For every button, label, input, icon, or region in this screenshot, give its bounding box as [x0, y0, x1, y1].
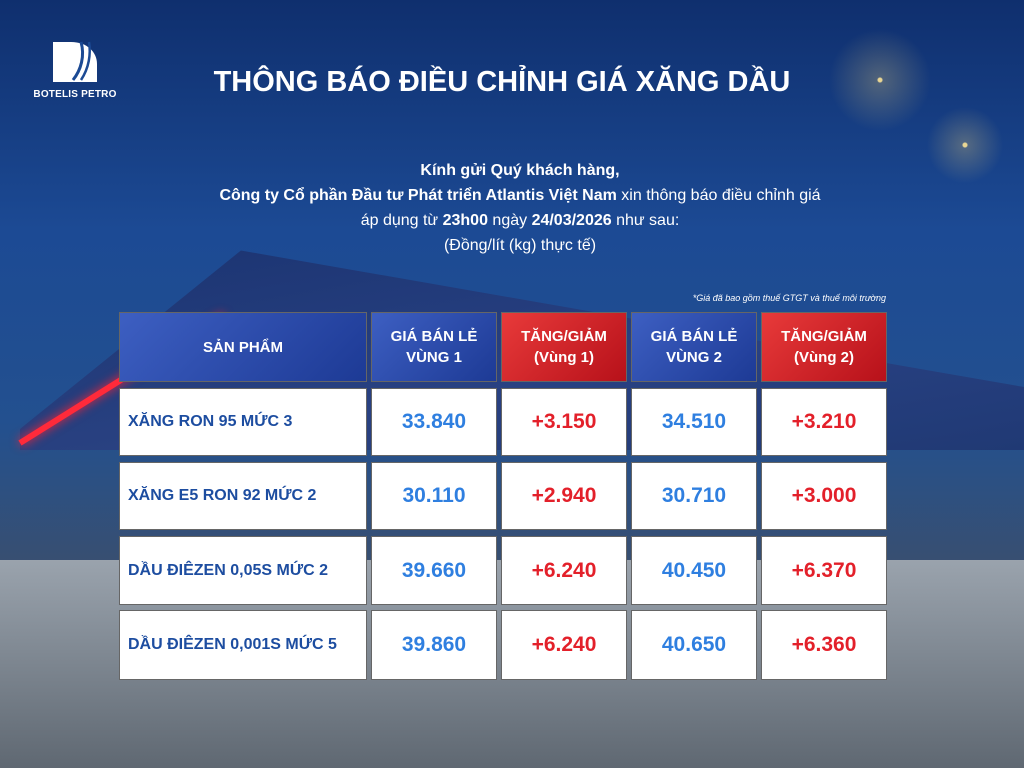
price-change: +6.240 — [501, 536, 627, 605]
price-change: +6.240 — [501, 610, 627, 680]
product-name: XĂNG RON 95 MỨC 3 — [119, 388, 367, 456]
effective-time: 23h00 — [442, 212, 488, 229]
retail-price: 40.450 — [631, 536, 757, 605]
company-name: Công ty Cổ phần Đầu tư Phát triển Atlant… — [219, 187, 617, 204]
tax-note: *Giá đã bao gồm thuế GTGT và thuế môi tr… — [692, 293, 886, 303]
table-header: TĂNG/GIẢM (Vùng 2) — [761, 312, 887, 382]
retail-price: 34.510 — [631, 388, 757, 456]
header-line: TĂNG/GIẢM — [781, 328, 867, 345]
header-line: (Vùng 2) — [794, 349, 854, 366]
price-change: +3.000 — [761, 462, 887, 530]
price-change: +2.940 — [501, 462, 627, 530]
firework-decoration — [820, 20, 940, 140]
retail-price: 33.840 — [371, 388, 497, 456]
price-change: +6.370 — [761, 536, 887, 605]
header-line: VÙNG 1 — [406, 349, 462, 366]
retail-price: 30.110 — [371, 462, 497, 530]
unit-label: (Đồng/lít (kg) thực tế) — [443, 237, 597, 254]
effective-date: 24/03/2026 — [531, 212, 612, 229]
page-title: THÔNG BÁO ĐIỀU CHỈNH GIÁ XĂNG DẦU — [213, 66, 791, 98]
header-line: (Vùng 1) — [534, 349, 594, 366]
intro-text-part: như sau: — [611, 212, 680, 229]
intro-text: Kính gửi Quý khách hàng, Công ty Cổ phần… — [120, 158, 920, 258]
table-header: SẢN PHẨM — [119, 312, 367, 382]
product-name: XĂNG E5 RON 92 MỨC 2 — [119, 462, 367, 530]
retail-price: 39.860 — [371, 610, 497, 680]
intro-text-part: xin thông báo điều chỉnh giá — [616, 187, 821, 204]
header-line: VÙNG 2 — [666, 349, 722, 366]
header-line: TĂNG/GIẢM — [521, 328, 607, 345]
firework-decoration — [920, 100, 1010, 190]
header-line: GIÁ BÁN LẺ — [650, 328, 738, 345]
price-change: +3.210 — [761, 388, 887, 456]
price-change: +3.150 — [501, 388, 627, 456]
retail-price: 39.660 — [371, 536, 497, 605]
intro-text-part: ngày — [487, 212, 532, 229]
brand-logo: BOTELIS PETRO — [30, 40, 120, 102]
retail-price: 30.710 — [631, 462, 757, 530]
retail-price: 40.650 — [631, 610, 757, 680]
header-line: GIÁ BÁN LẺ — [390, 328, 478, 345]
logo-icon — [53, 41, 97, 82]
table-header: GIÁ BÁN LẺ VÙNG 1 — [371, 312, 497, 382]
product-name: DẦU ĐIÊZEN 0,001S MỨC 5 — [119, 610, 367, 680]
header-line: SẢN PHẨM — [202, 338, 283, 356]
intro-text-part: áp dụng từ — [360, 212, 443, 229]
table-header: TĂNG/GIẢM (Vùng 1) — [501, 312, 627, 382]
price-change: +6.360 — [761, 610, 887, 680]
greeting: Kính gửi Quý khách hàng, — [420, 162, 620, 179]
table-header: GIÁ BÁN LẺ VÙNG 2 — [631, 312, 757, 382]
logo-text: BOTELIS PETRO — [33, 89, 117, 100]
product-name: DẦU ĐIÊZEN 0,05S MỨC 2 — [119, 536, 367, 605]
